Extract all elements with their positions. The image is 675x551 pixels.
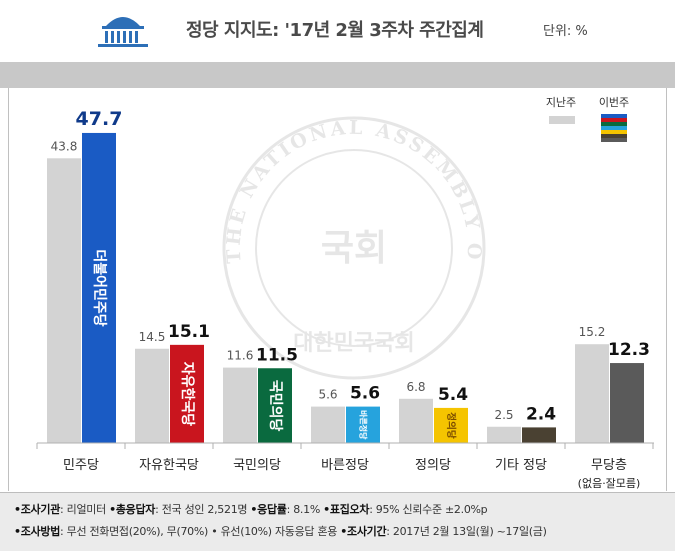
footer-line2-label-0: •조사방법 — [14, 525, 61, 538]
bar-current-6 — [610, 363, 644, 443]
category-label-4: 정의당 — [415, 458, 451, 473]
value-label-current-6: 12.3 — [608, 340, 650, 360]
footer-line1-label-3: •표집오차 — [323, 503, 370, 516]
watermark-center-text: 국회 — [321, 228, 387, 269]
legend-previous-label: 지난주 — [546, 96, 576, 109]
value-label-previous-1: 14.5 — [139, 330, 166, 344]
category-label-6: 무당층 — [591, 458, 627, 473]
category-label-3: 바른정당 — [321, 458, 369, 473]
bar-current-4 — [434, 407, 468, 443]
value-label-current-3: 5.6 — [350, 384, 380, 404]
legend-current-stripe-3 — [601, 126, 627, 130]
bar-current-5 — [522, 427, 556, 443]
bar-previous-3 — [311, 406, 345, 443]
bar-previous-2 — [223, 367, 257, 443]
legend-current-stripe-0 — [601, 114, 627, 118]
chart-top-band — [0, 62, 675, 88]
category-label-0: 민주당 — [63, 458, 99, 473]
footer-line2-label-1: •조사기간 — [340, 525, 387, 538]
legend-current-swatch — [601, 114, 627, 142]
party-logo-text-4: 정의당 — [445, 412, 458, 439]
bar-previous-4 — [399, 398, 433, 443]
bar-current-2 — [258, 368, 292, 443]
chart-header: 정당 지지도: '17년 2월 3주차 주간집계 단위: % — [0, 0, 675, 60]
value-label-current-1: 15.1 — [168, 322, 210, 342]
value-label-previous-3: 5.6 — [318, 388, 337, 402]
legend-current-stripe-1 — [601, 118, 627, 122]
value-label-current-5: 2.4 — [526, 404, 556, 424]
survey-footer: •조사기관: 리얼미터 •총응답자: 전국 성인 2,521명 •응답률: 8.… — [0, 492, 675, 551]
party-logo-text-3: 바른정당 — [359, 410, 369, 440]
category-label-2: 국민의당 — [233, 458, 281, 473]
legend-current-label: 이번주 — [599, 96, 629, 109]
category-sublabel-6: (없음·잘모름) — [578, 477, 641, 490]
value-label-current-2: 11.5 — [256, 345, 298, 365]
national-assembly-logo-icon — [98, 17, 148, 47]
footer-line-2: •조사방법: 무선 전화면접(20%), 무(70%) • 유선(10%) 자동… — [14, 523, 547, 539]
legend-current-stripe-4 — [601, 130, 627, 134]
chart-frame: THE NATIONAL ASSEMBLY OF THE REPUBLIC OF… — [8, 88, 667, 491]
footer-line2-value-1: : 2017년 2월 13일(월) ~17일(금) — [386, 525, 547, 538]
legend-current-stripe-5 — [601, 134, 627, 138]
party-logo-text-1: 자유한국당 — [179, 362, 196, 427]
legend: 지난주 이번주 — [546, 96, 629, 142]
value-label-previous-5: 2.5 — [494, 408, 513, 422]
bar-current-3 — [346, 406, 380, 443]
legend-current-stripe-2 — [601, 122, 627, 126]
value-label-previous-0: 43.8 — [51, 139, 78, 153]
value-label-current-4: 5.4 — [438, 385, 468, 405]
bar-previous-1 — [135, 348, 169, 443]
chart-title: 정당 지지도: '17년 2월 3주차 주간집계 — [186, 20, 484, 41]
watermark-bottom-text: 대한민국국회 — [293, 331, 414, 356]
footer-line1-value-3: : 95% 신뢰수준 ±2.0%p — [369, 503, 488, 516]
value-label-current-0: 47.7 — [76, 108, 123, 130]
footer-line2-value-0: : 무선 전화면접(20%), 무(70%) • 유선(10%) 자동응답 혼용 — [60, 525, 341, 538]
bar-previous-0 — [47, 158, 81, 444]
footer-line1-value-1: : 전국 성인 2,521명 — [155, 503, 251, 516]
party-logo-text-0: 더불어민주당 — [91, 249, 108, 326]
bar-current-1 — [170, 344, 204, 443]
footer-line1-label-2: •응답률 — [250, 503, 287, 516]
bar-previous-6 — [575, 344, 609, 443]
value-label-previous-4: 6.8 — [406, 380, 425, 394]
legend-previous-swatch — [549, 116, 575, 124]
footer-line1-label-0: •조사기관 — [14, 503, 61, 516]
party-support-bar-chart: THE NATIONAL ASSEMBLY OF THE REPUBLIC OF… — [9, 88, 654, 490]
footer-line-1: •조사기관: 리얼미터 •총응답자: 전국 성인 2,521명 •응답률: 8.… — [14, 501, 488, 517]
category-label-1: 자유한국당 — [139, 458, 199, 473]
value-label-previous-6: 15.2 — [579, 325, 606, 339]
category-label-5: 기타 정당 — [495, 458, 547, 473]
legend-current-stripe-6 — [601, 138, 627, 142]
bar-previous-5 — [487, 426, 521, 443]
bar-current-0 — [82, 132, 116, 443]
footer-line1-label-1: •총응답자 — [109, 503, 156, 516]
party-logo-text-2: 국민의당 — [267, 380, 284, 432]
unit-label: 단위: % — [543, 24, 588, 39]
footer-line1-value-0: : 리얼미터 — [60, 503, 110, 516]
value-label-previous-2: 11.6 — [227, 349, 254, 363]
footer-line1-value-2: : 8.1% — [286, 503, 324, 516]
